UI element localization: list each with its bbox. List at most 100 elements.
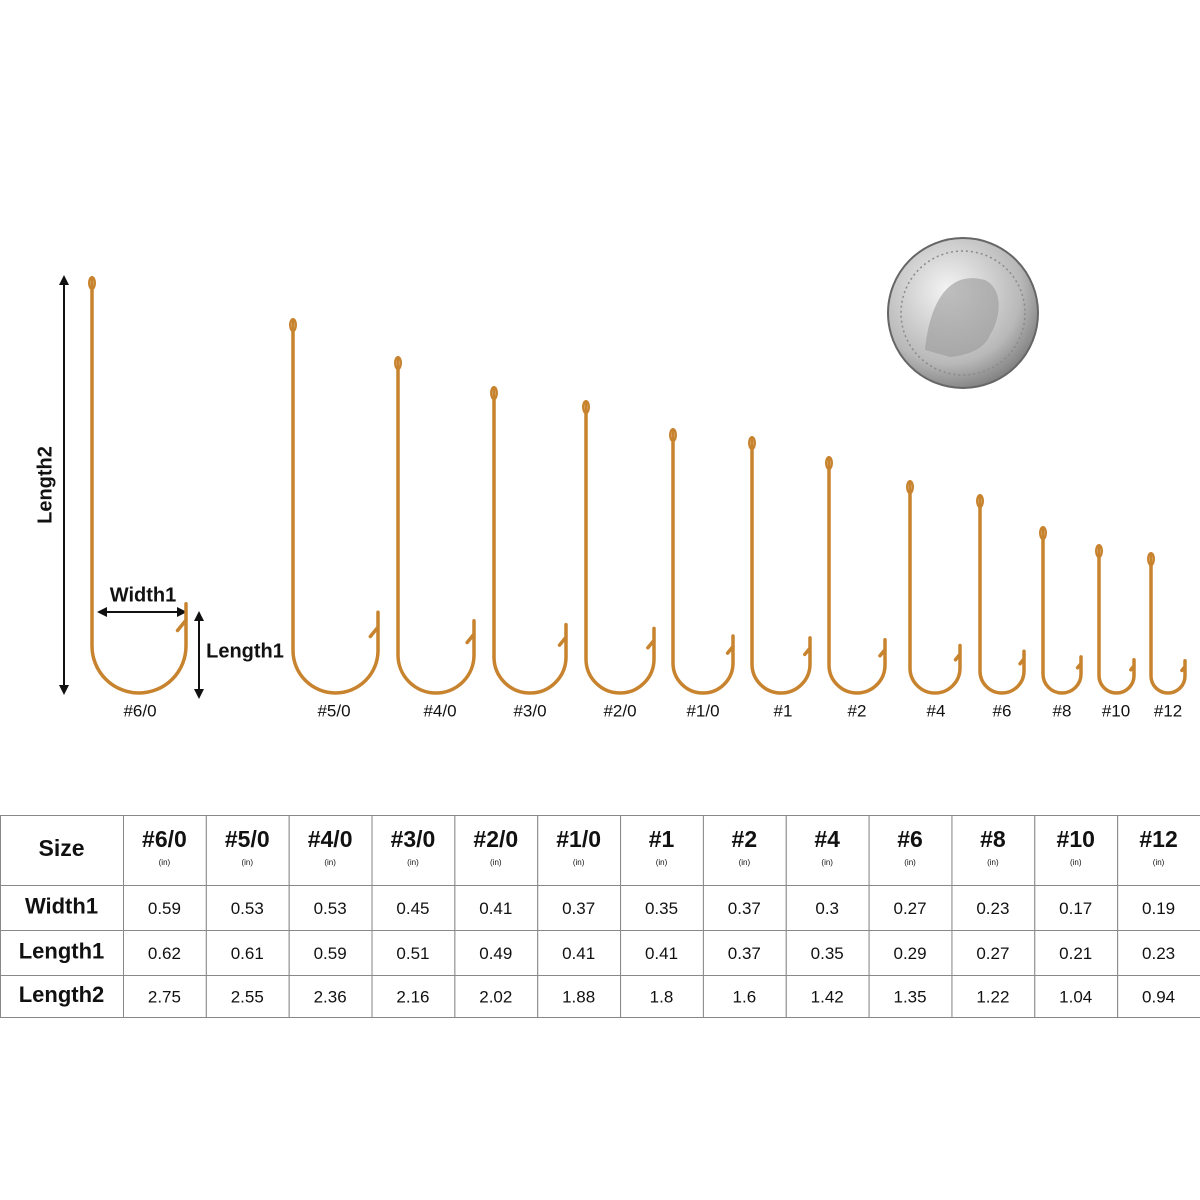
hook-label: #10: [1102, 701, 1130, 720]
table-cell: [454, 975, 539, 1018]
hook: [492, 386, 568, 695]
table-cell: [951, 930, 1036, 976]
table-cell: [454, 885, 539, 931]
hook-eye: [1147, 552, 1155, 566]
table-cell: [288, 975, 373, 1018]
table-value: 0.53: [314, 899, 347, 918]
table-cell: [620, 815, 704, 886]
table-cell: [951, 975, 1036, 1018]
size-table: Size #6/0 (in) #5/0 (in) #4/0 (in) #3/0 (in) #2/0…: [0, 815, 1200, 1018]
header-label: Size: [38, 835, 84, 861]
unit-label: (in): [987, 858, 999, 867]
table-cell: [702, 815, 787, 886]
size-header: #1/0: [556, 826, 601, 852]
hook-label: #12: [1154, 701, 1182, 720]
hook-eye: [825, 456, 833, 470]
size-header: #4: [814, 826, 840, 852]
hook-label: #2: [848, 701, 867, 720]
hook: [291, 318, 380, 695]
table-cell: [785, 975, 870, 1018]
hook-eye: [582, 400, 590, 414]
table-cell: [537, 815, 622, 886]
size-header: #1: [649, 826, 675, 852]
unit-label: (in): [241, 858, 253, 867]
hook: [396, 356, 476, 695]
table-value: 2.02: [479, 987, 512, 1006]
table-value: 0.49: [479, 944, 512, 963]
hook-eye: [394, 356, 402, 370]
table-value: 1.88: [562, 987, 595, 1006]
table-cell: [620, 930, 704, 976]
hook-label: #1: [774, 701, 793, 720]
table-value: 0.19: [1142, 899, 1175, 918]
table-cell: [454, 815, 539, 886]
hook-label: #8: [1053, 701, 1072, 720]
unit-label: (in): [739, 858, 751, 867]
size-header: #6/0: [142, 826, 187, 852]
hook: [827, 456, 887, 695]
table-value: 0.41: [562, 944, 595, 963]
hook: [90, 276, 188, 695]
table-cell: [288, 930, 373, 976]
table-value: 1.22: [976, 987, 1009, 1006]
size-header: #2: [732, 826, 758, 852]
table-value: 2.36: [314, 987, 347, 1006]
hook: [750, 436, 812, 695]
table-cell: [537, 930, 622, 976]
size-header: #5/0: [225, 826, 270, 852]
size-header: #3/0: [391, 826, 436, 852]
unit-label: (in): [573, 858, 585, 867]
table-cell: [1117, 815, 1200, 886]
table-value: 0.23: [1142, 944, 1175, 963]
unit-label: (in): [159, 858, 171, 867]
table-value: 0.21: [1059, 944, 1092, 963]
unit-label: (in): [1153, 858, 1165, 867]
unit-label: (in): [904, 858, 916, 867]
table-cell: [0, 885, 124, 931]
row-label: Length1: [19, 938, 105, 963]
table-value: 1.6: [733, 987, 757, 1006]
hook-eye: [906, 480, 914, 494]
table-value: 0.37: [728, 944, 761, 963]
unit-label: (in): [656, 858, 668, 867]
table-value: 2.75: [148, 987, 181, 1006]
table-cell: [123, 975, 207, 1018]
table-value: 0.17: [1059, 899, 1092, 918]
table-cell: [371, 815, 456, 886]
hook-eye: [289, 318, 297, 332]
length2-label: Length2: [34, 446, 56, 524]
row-label: Length2: [19, 982, 105, 1007]
hook-eye: [976, 494, 984, 508]
table-cell: [1117, 975, 1200, 1018]
table-value: 0.45: [396, 899, 429, 918]
table-value: 2.16: [396, 987, 429, 1006]
hook: [1097, 544, 1136, 695]
table-cell: [1117, 885, 1200, 931]
hook: [671, 428, 735, 695]
hook: [978, 494, 1026, 695]
table-value: 0.53: [231, 899, 264, 918]
table-value: 0.41: [645, 944, 678, 963]
hooks: #6/0 #5/0 #4/0 #3/0 #2/0 #1/0 #1 #2 #4 #6 #8 #10 #12: [88, 276, 1187, 720]
size-header: #10: [1057, 826, 1095, 852]
hook-eye: [1095, 544, 1103, 558]
table-cell: [868, 885, 953, 931]
table-cell: [785, 885, 870, 931]
table-value: 0.51: [396, 944, 429, 963]
hook-eye: [748, 436, 756, 450]
table-cell: [620, 885, 704, 931]
table-value: 0.61: [231, 944, 264, 963]
size-header: #4/0: [308, 826, 353, 852]
table-cell: [205, 975, 290, 1018]
table-value: 0.35: [645, 899, 678, 918]
table-cell: [454, 930, 539, 976]
table-value: 0.62: [148, 944, 181, 963]
dimension-arrows: [59, 275, 204, 699]
table-value: 0.37: [728, 899, 761, 918]
table-value: 1.04: [1059, 987, 1092, 1006]
hook-eye: [88, 276, 96, 290]
table-cell: [123, 930, 207, 976]
table-value: 0.35: [811, 944, 844, 963]
table-value: 0.27: [976, 944, 1009, 963]
